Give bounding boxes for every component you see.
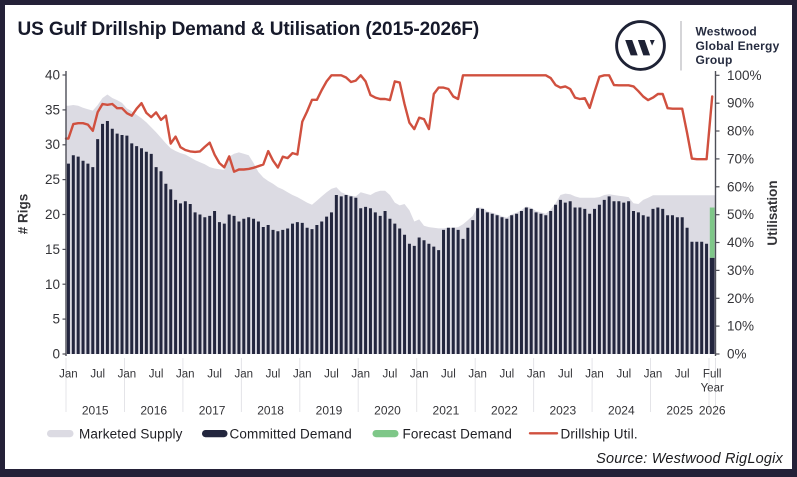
svg-text:100%: 100% bbox=[727, 68, 762, 83]
svg-text:2017: 2017 bbox=[199, 404, 226, 418]
svg-text:Marketed Supply: Marketed Supply bbox=[79, 427, 183, 442]
svg-text:Drillship Util.: Drillship Util. bbox=[561, 427, 638, 442]
svg-text:Utilisation: Utilisation bbox=[765, 180, 780, 245]
svg-text:2022: 2022 bbox=[491, 404, 518, 418]
svg-text:Year: Year bbox=[701, 383, 724, 395]
svg-text:Jan: Jan bbox=[468, 369, 487, 381]
svg-text:Jan: Jan bbox=[351, 369, 370, 381]
svg-text:2016: 2016 bbox=[140, 404, 167, 418]
svg-text:20: 20 bbox=[45, 207, 60, 222]
svg-text:# Rigs: # Rigs bbox=[16, 194, 31, 235]
svg-text:2024: 2024 bbox=[608, 404, 635, 418]
svg-text:5: 5 bbox=[52, 312, 60, 327]
svg-text:90%: 90% bbox=[727, 96, 754, 111]
svg-text:15: 15 bbox=[45, 242, 60, 257]
svg-text:2019: 2019 bbox=[316, 404, 343, 418]
svg-text:Jan: Jan bbox=[59, 369, 78, 381]
svg-text:Committed Demand: Committed Demand bbox=[230, 427, 352, 442]
svg-text:40%: 40% bbox=[727, 235, 754, 250]
svg-text:Jul: Jul bbox=[499, 369, 514, 381]
svg-text:Jul: Jul bbox=[149, 369, 164, 381]
svg-text:2021: 2021 bbox=[433, 404, 460, 418]
svg-text:Jul: Jul bbox=[558, 369, 573, 381]
svg-text:Jan: Jan bbox=[644, 369, 663, 381]
svg-text:70%: 70% bbox=[727, 151, 754, 166]
svg-text:0: 0 bbox=[52, 347, 60, 362]
svg-text:Jan: Jan bbox=[235, 369, 254, 381]
svg-text:Jul: Jul bbox=[675, 369, 690, 381]
svg-text:2018: 2018 bbox=[257, 404, 284, 418]
svg-text:2025: 2025 bbox=[666, 404, 693, 418]
svg-text:60%: 60% bbox=[727, 179, 754, 194]
svg-text:Group: Group bbox=[696, 53, 733, 67]
svg-text:20%: 20% bbox=[727, 291, 754, 306]
svg-text:35: 35 bbox=[45, 102, 60, 117]
svg-text:Jul: Jul bbox=[441, 369, 456, 381]
svg-text:Westwood: Westwood bbox=[696, 24, 757, 38]
svg-text:40: 40 bbox=[45, 68, 60, 83]
svg-text:Full: Full bbox=[703, 369, 722, 381]
svg-text:Jan: Jan bbox=[176, 369, 195, 381]
svg-text:Jan: Jan bbox=[585, 369, 604, 381]
svg-text:Jul: Jul bbox=[207, 369, 222, 381]
svg-text:10: 10 bbox=[45, 277, 60, 292]
svg-text:0%: 0% bbox=[727, 347, 747, 362]
svg-text:Source: Westwood RigLogix: Source: Westwood RigLogix bbox=[596, 451, 783, 467]
svg-text:50%: 50% bbox=[727, 207, 754, 222]
svg-text:2023: 2023 bbox=[549, 404, 576, 418]
svg-text:30%: 30% bbox=[727, 263, 754, 278]
svg-text:Jan: Jan bbox=[410, 369, 429, 381]
svg-text:25: 25 bbox=[45, 172, 60, 187]
svg-text:Jan: Jan bbox=[293, 369, 312, 381]
svg-text:Forecast Demand: Forecast Demand bbox=[403, 427, 513, 442]
svg-text:2026: 2026 bbox=[699, 404, 726, 418]
svg-text:80%: 80% bbox=[727, 124, 754, 139]
svg-text:2015: 2015 bbox=[82, 404, 109, 418]
svg-text:Jan: Jan bbox=[527, 369, 546, 381]
svg-text:Jul: Jul bbox=[324, 369, 339, 381]
svg-text:Jul: Jul bbox=[616, 369, 631, 381]
svg-text:10%: 10% bbox=[727, 319, 754, 334]
svg-text:Jul: Jul bbox=[383, 369, 398, 381]
svg-text:Jul: Jul bbox=[266, 369, 281, 381]
svg-text:Global Energy: Global Energy bbox=[696, 39, 780, 53]
svg-text:Jan: Jan bbox=[118, 369, 137, 381]
svg-text:30: 30 bbox=[45, 137, 60, 152]
svg-text:2020: 2020 bbox=[374, 404, 401, 418]
svg-text:Jul: Jul bbox=[90, 369, 105, 381]
